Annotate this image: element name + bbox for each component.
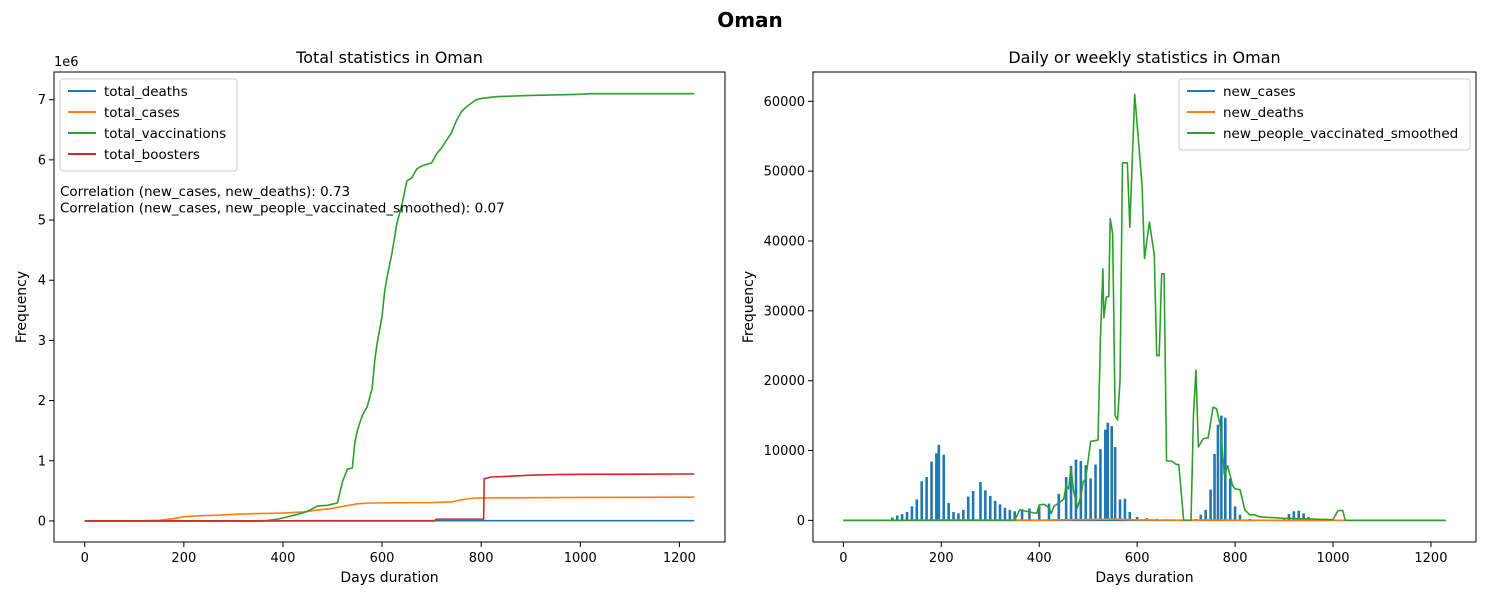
chart1-annotation: Correlation (new_cases, new_deaths): 0.7… [60, 184, 350, 200]
chart1-x-tick-label: 600 [370, 551, 395, 566]
chart2-legend: new_cases new_deaths new_people_vaccinated… [1179, 79, 1470, 150]
chart1-x-tick-label: 200 [171, 551, 196, 566]
chart1-legend-total-cases-label: total_cases [104, 105, 180, 121]
chart2-x-label: Days duration [1095, 570, 1193, 586]
chart1-x-tick-label: 400 [271, 551, 296, 566]
chart2-y-tick-label: 50000 [764, 165, 805, 180]
chart1-y-tick-label: 1 [38, 454, 46, 469]
chart2-y-tick-label: 60000 [764, 95, 805, 110]
chart1: Total statistics in Oman 0 200 400 600 800 100… [14, 48, 725, 586]
chart1-x-tick-label: 800 [469, 551, 494, 566]
chart2-y-tick-label: 40000 [764, 235, 805, 250]
chart1-legend-total-vaccinations-label: total_vaccinations [104, 126, 226, 142]
chart1-x-tick-label: 1200 [663, 551, 696, 566]
chart1-y-tick-label: 5 [38, 214, 46, 229]
chart2-y-tick-label: 30000 [764, 304, 805, 319]
chart2-x-tick-label: 400 [1027, 551, 1052, 566]
figure-title: Oman [717, 8, 783, 32]
chart1-y-tick-label: 4 [38, 274, 46, 289]
chart2-x-tick-label: 800 [1223, 551, 1248, 566]
chart1-legend-total-deaths-label: total_deaths [104, 84, 188, 100]
chart1-y-tick-label: 6 [38, 153, 46, 168]
chart2-series-new-people-vaccinated-smoothed [843, 94, 1445, 520]
chart1-annotation: Correlation (new_cases, new_people_vacci… [60, 201, 505, 217]
chart2-data [843, 94, 1445, 520]
chart2: Daily or weekly statistics in Oman 0 200 40… [741, 48, 1476, 586]
chart2-x-tick-label: 1000 [1316, 551, 1349, 566]
chart2-y-tick-label: 10000 [764, 444, 805, 459]
chart1-legend-total-boosters-label: total_boosters [104, 147, 200, 163]
chart2-legend-new-deaths-label: new_deaths [1223, 105, 1304, 121]
chart2-x-tick-label: 1200 [1414, 551, 1447, 566]
chart2-y-tick-label: 20000 [764, 374, 805, 389]
chart1-y-tick-label: 2 [38, 394, 46, 409]
chart2-x-tick-label: 600 [1125, 551, 1150, 566]
chart1-x-label: Days duration [340, 570, 438, 586]
chart1-y-scale-label: 1e6 [54, 55, 79, 70]
chart1-y-tick-label: 0 [38, 514, 46, 529]
chart2-legend-new-people-vaccinated-smoothed-label: new_people_vaccinated_smoothed [1223, 126, 1458, 142]
chart2-series-new-cases [843, 416, 1445, 521]
chart2-y-label: Frequency [741, 271, 757, 343]
chart1-title: Total statistics in Oman [295, 48, 483, 67]
chart1-y-label: Frequency [14, 271, 30, 343]
chart2-title: Daily or weekly statistics in Oman [1008, 48, 1280, 67]
chart1-x-tick-label: 1000 [564, 551, 597, 566]
chart2-y-tick-label: 0 [797, 514, 805, 529]
chart1-series-total-cases [85, 497, 695, 521]
chart1-y-tick-label: 7 [38, 93, 46, 108]
chart1-y-tick-label: 3 [38, 334, 46, 349]
chart2-x-tick-label: 200 [929, 551, 954, 566]
chart2-legend-new-cases-label: new_cases [1223, 84, 1296, 100]
chart1-legend: total_deaths total_cases total_vaccination… [60, 79, 237, 171]
chart2-x-tick-label: 0 [839, 551, 847, 566]
chart1-x-tick-label: 0 [81, 551, 89, 566]
